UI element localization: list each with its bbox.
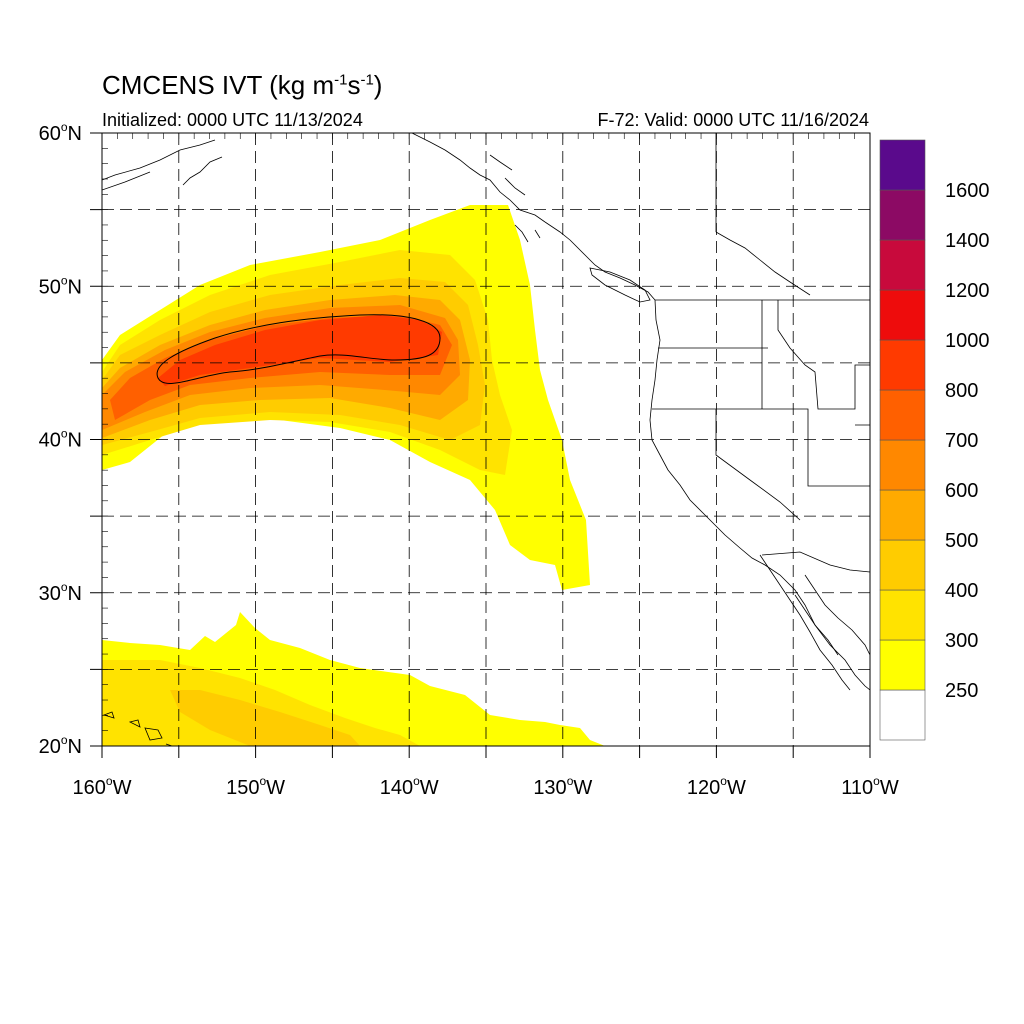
ivt-south-400 — [170, 690, 360, 746]
lat-tick-label: 60oN — [39, 120, 82, 145]
ivt-south-300 — [102, 660, 420, 746]
colorbar-label: 300 — [945, 630, 978, 652]
lon-tick-label: 160oW — [73, 774, 132, 799]
ivt-contour — [156, 314, 441, 384]
colorbar-swatch — [879, 689, 926, 741]
lon-tick-label: 150oW — [226, 774, 285, 799]
hawaii-islands — [102, 711, 173, 746]
colorbar-label: 400 — [945, 580, 978, 602]
axis-ticks — [90, 132, 871, 758]
colorbar-label: 1000 — [945, 330, 990, 352]
colorbar-swatch — [879, 539, 926, 591]
colorbar-label: 500 — [945, 530, 978, 552]
ivt-800-band — [158, 315, 442, 386]
lon-tick-label: 140oW — [380, 774, 439, 799]
lat-tick-label: 30oN — [39, 580, 82, 605]
lat-tick-label: 50oN — [39, 273, 82, 298]
colorbar: 250 300 400 500 600 700 800 1000 1200 1400 1600 — [879, 139, 990, 741]
alaska-panhandle — [489, 154, 541, 243]
colorbar-label: 700 — [945, 430, 978, 452]
lon-tick-label: 110oW — [841, 774, 899, 799]
colorbar-label: 1400 — [945, 230, 990, 252]
colorbar-swatch — [879, 189, 926, 241]
colorbar-swatch — [879, 289, 926, 341]
colorbar-swatch — [879, 439, 926, 491]
gulf-of-california — [804, 574, 870, 656]
id-border — [761, 300, 870, 426]
colorbar-label: 1600 — [945, 180, 990, 202]
colorbar-label: 600 — [945, 480, 978, 502]
lon-tick-label: 130oW — [533, 774, 592, 799]
valid-time: F-72: Valid: 0000 UTC 11/16/2024 — [597, 110, 870, 130]
ca-nv-border — [715, 409, 801, 521]
colorbar-swatch — [879, 589, 926, 641]
axis-labels: 160oW 150oW 140oW 130oW 120oW 110oW 20oN 30oN 40… — [39, 120, 899, 799]
colorbar-swatch — [879, 139, 926, 191]
colorbar-label: 1200 — [945, 280, 990, 302]
lat-tick-label: 40oN — [39, 427, 82, 452]
baja-california — [759, 554, 851, 691]
chart-title: CMCENS IVT (kg m-1s-1) — [102, 70, 383, 100]
grid-lines — [102, 133, 870, 746]
vancouver-island — [589, 267, 651, 303]
nv-border-east — [762, 408, 870, 487]
colorbar-swatch — [879, 639, 926, 691]
lat-tick-label: 20oN — [39, 733, 82, 758]
coastlines — [102, 133, 870, 746]
alaska-canada-border — [715, 133, 811, 296]
lon-tick-label: 120oW — [687, 774, 746, 799]
political-borders — [652, 133, 870, 573]
colorbar-swatch — [879, 489, 926, 541]
pacific-nw-coast — [544, 221, 870, 691]
us-mexico-border — [761, 551, 870, 573]
colorbar-swatch — [879, 389, 926, 441]
initialized-time: Initialized: 0000 UTC 11/13/2024 — [102, 110, 363, 130]
colorbar-label: 800 — [945, 380, 978, 402]
alaska-coast — [102, 133, 546, 223]
colorbar-label: 250 — [945, 680, 978, 702]
colorbar-swatch — [879, 339, 926, 391]
colorbar-swatch — [879, 239, 926, 291]
